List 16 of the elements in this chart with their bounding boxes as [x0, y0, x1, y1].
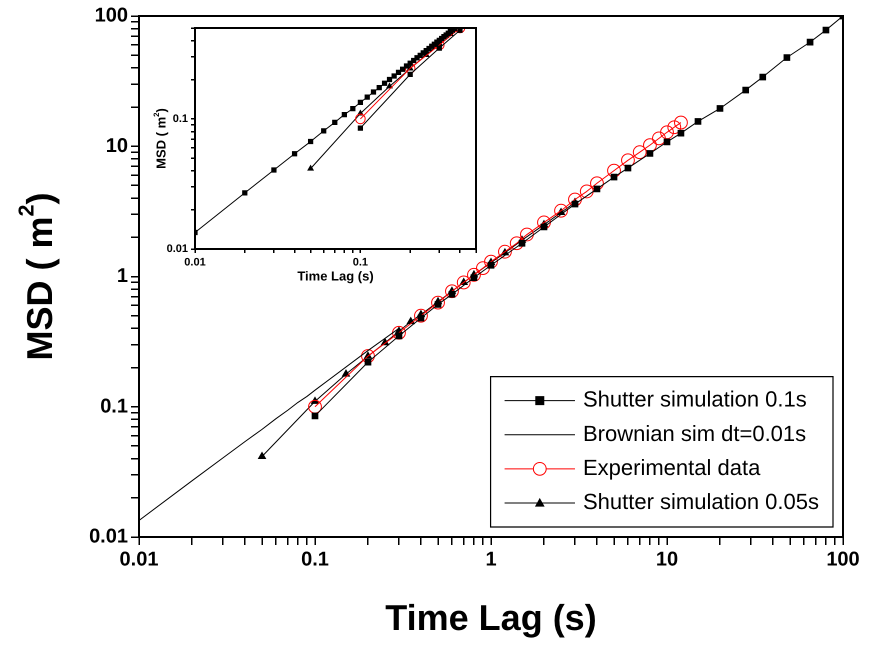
y-tick-label: 0.01 — [89, 526, 128, 548]
x-tick-label: 0.01 — [120, 548, 158, 571]
y-tick-label: 10 — [106, 134, 128, 157]
legend-label: Brownian sim dt=0.01s — [582, 420, 806, 446]
x-tick-label: 100 — [826, 548, 860, 571]
x-axis-title: Time Lag (s) — [297, 268, 374, 284]
x-tick-label: 1 — [485, 548, 497, 571]
x-tick-label: 10 — [656, 548, 678, 571]
legend-label: Shutter simulation 0.1s — [582, 386, 807, 412]
x-axis-title: Time Lag (s) — [385, 596, 597, 638]
legend-label: Experimental data — [582, 454, 762, 480]
y-tick-label: 0.1 — [100, 395, 128, 418]
x-tick-label: 0.1 — [301, 548, 329, 571]
y-axis-title: MSD ( m2) — [14, 192, 60, 360]
y-tick-label: 100 — [94, 4, 128, 27]
legend-label: Shutter simulation 0.05s — [582, 489, 820, 514]
